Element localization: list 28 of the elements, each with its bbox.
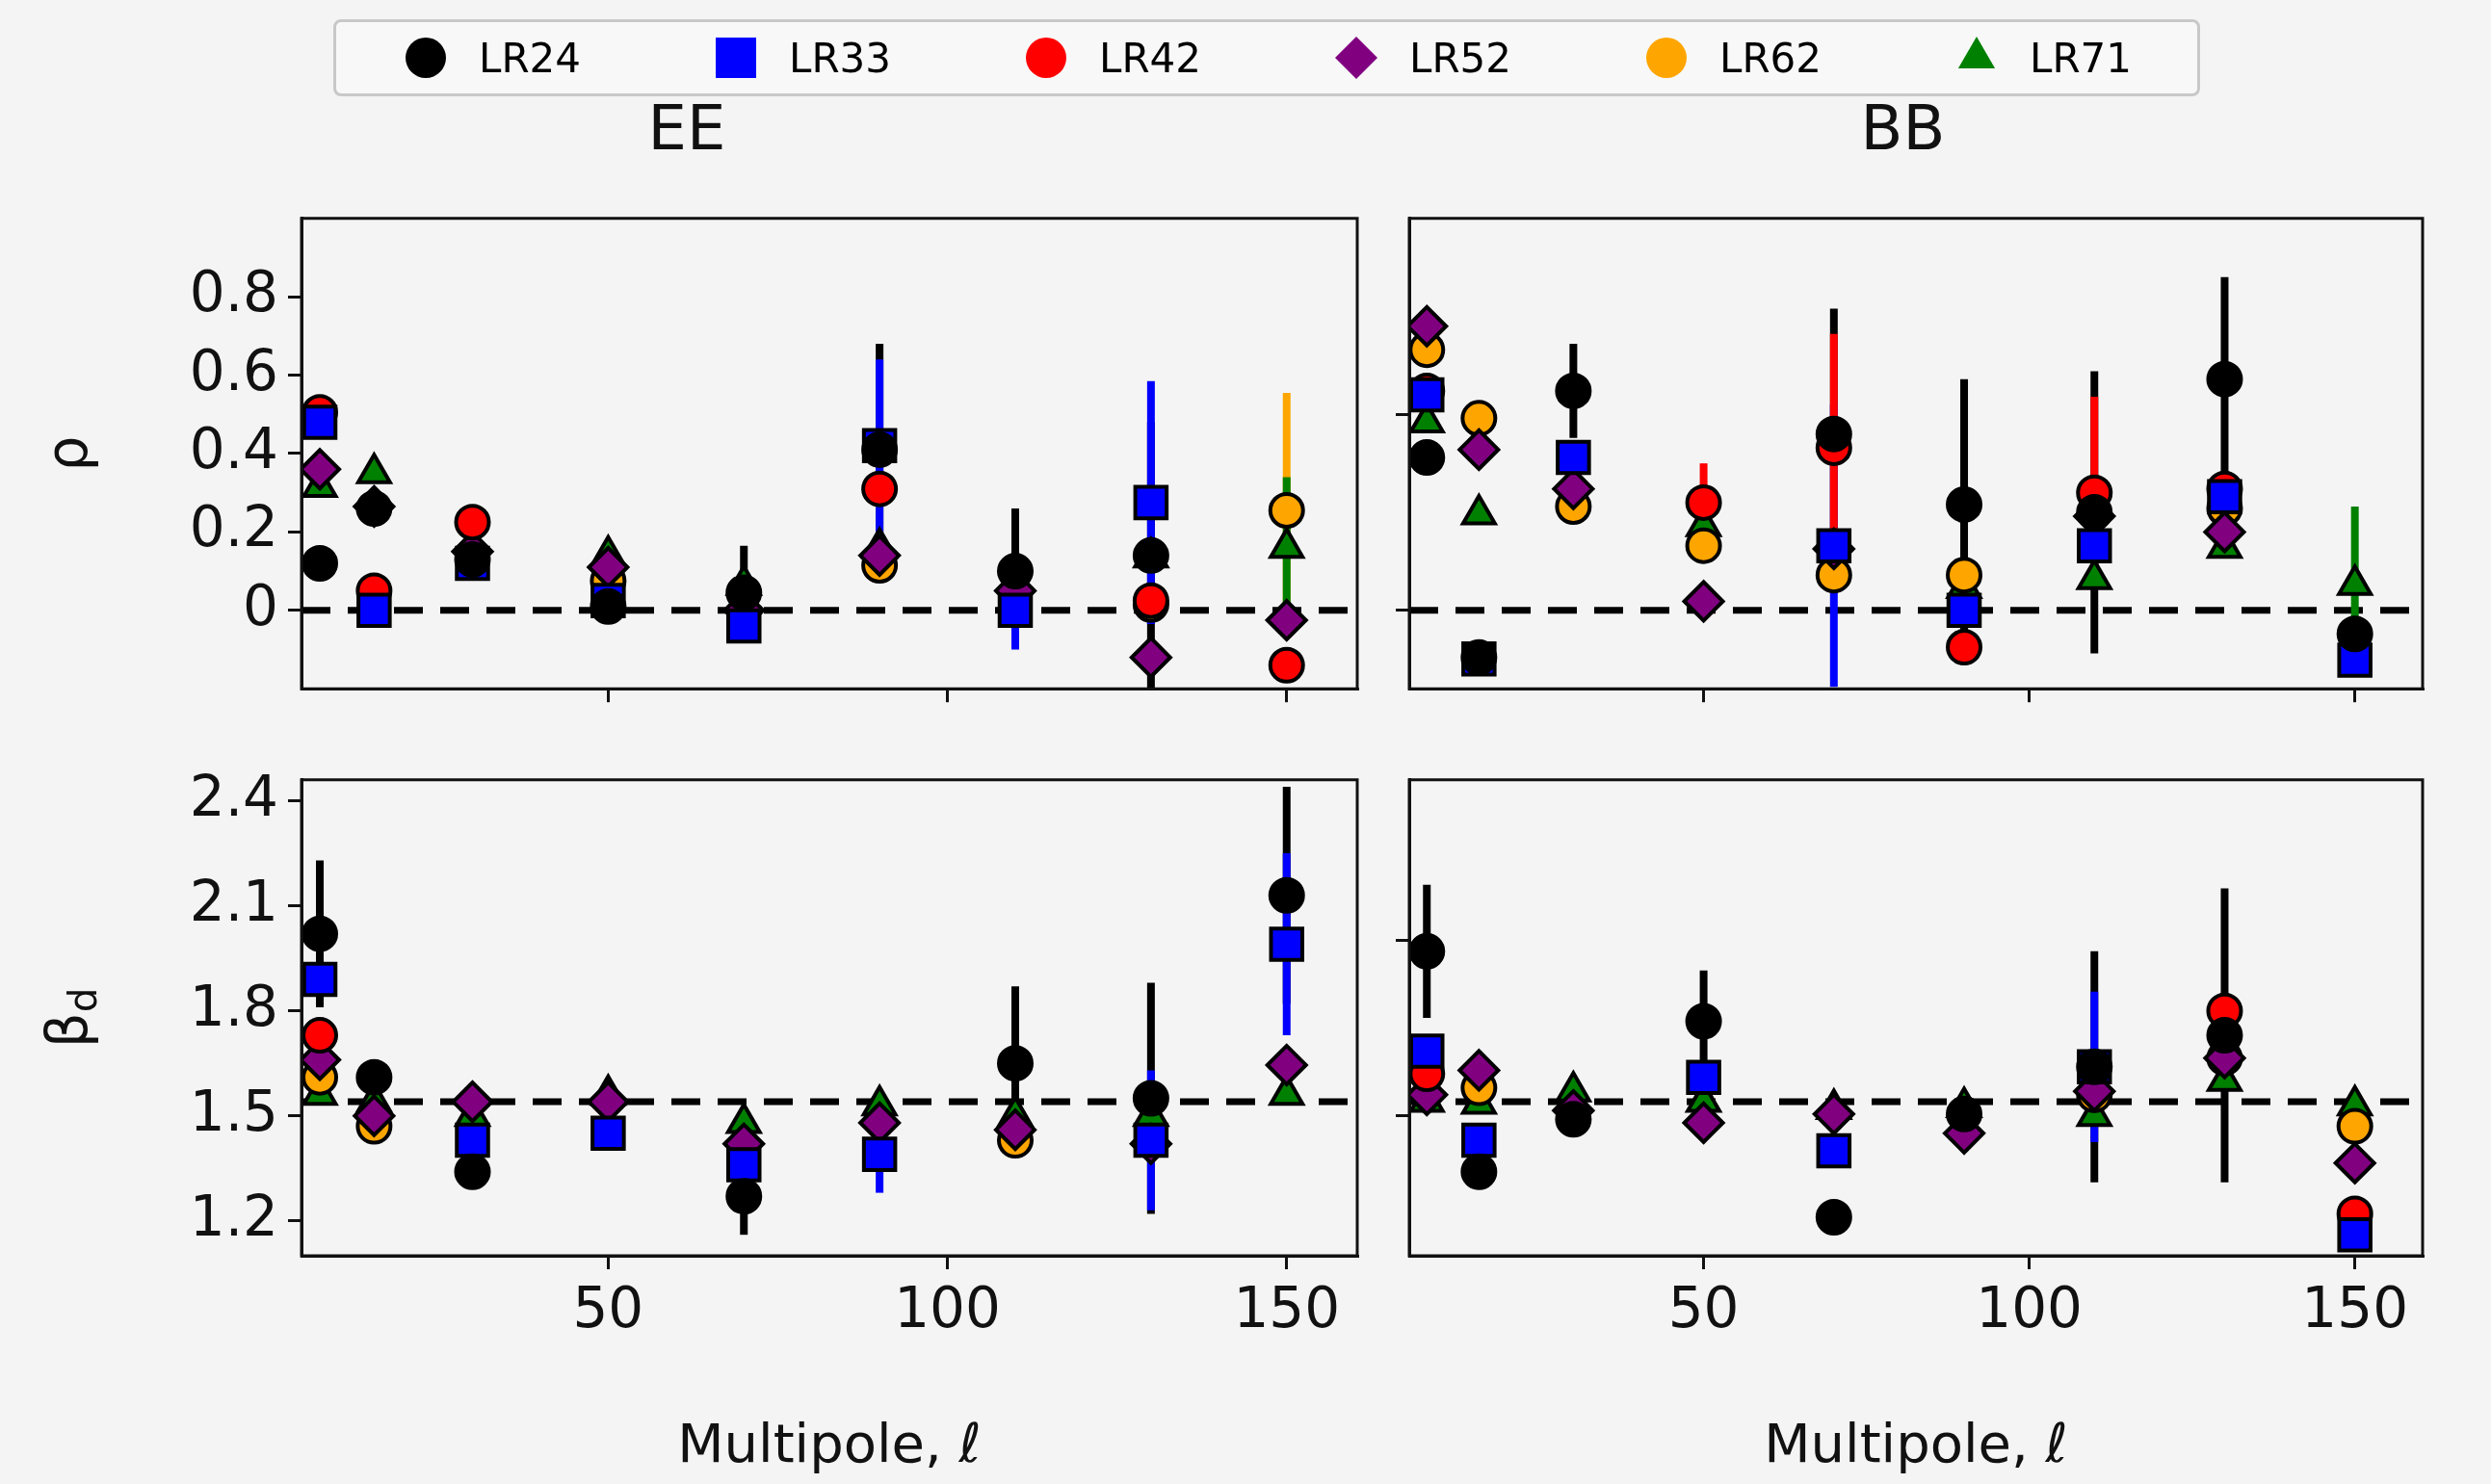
x-axis-title: Multipole, ℓ xyxy=(677,1411,982,1474)
y-tick-label: 0.8 xyxy=(189,259,278,325)
chart-title: EE xyxy=(647,92,726,165)
x-axis-title: Multipole, ℓ xyxy=(1764,1411,2068,1474)
x-tick-label: 100 xyxy=(1976,1274,2083,1341)
x-tick-label: 150 xyxy=(2301,1274,2409,1341)
y-tick-label: 0.6 xyxy=(189,337,278,404)
x-tick-label: 50 xyxy=(1667,1274,1740,1341)
legend-label: LR33 xyxy=(788,34,892,82)
y-tick-label: 1.2 xyxy=(189,1183,278,1249)
x-tick-label: 150 xyxy=(1233,1274,1341,1341)
legend-label: LR62 xyxy=(1718,34,1822,82)
chart-title: BB xyxy=(1860,92,1946,165)
y-tick-label: 0.4 xyxy=(189,416,278,482)
y-tick-label: 1.5 xyxy=(189,1078,278,1144)
legend-label: LR24 xyxy=(478,34,582,82)
y-axis-title: βd xyxy=(35,987,107,1049)
x-tick-label: 50 xyxy=(572,1274,644,1341)
y-axis-title: ρ xyxy=(35,435,101,472)
y-tick-label: 2.1 xyxy=(189,868,278,934)
y-tick-label: 1.8 xyxy=(189,973,278,1039)
legend-label: LR52 xyxy=(1408,34,1512,82)
legend-label: LR71 xyxy=(2029,34,2133,82)
legend-label: LR42 xyxy=(1098,34,1202,82)
y-tick-label: 0 xyxy=(243,572,278,638)
y-tick-label: 2.4 xyxy=(189,763,278,829)
y-tick-label: 0.2 xyxy=(189,494,278,560)
x-tick-label: 100 xyxy=(894,1274,1001,1341)
